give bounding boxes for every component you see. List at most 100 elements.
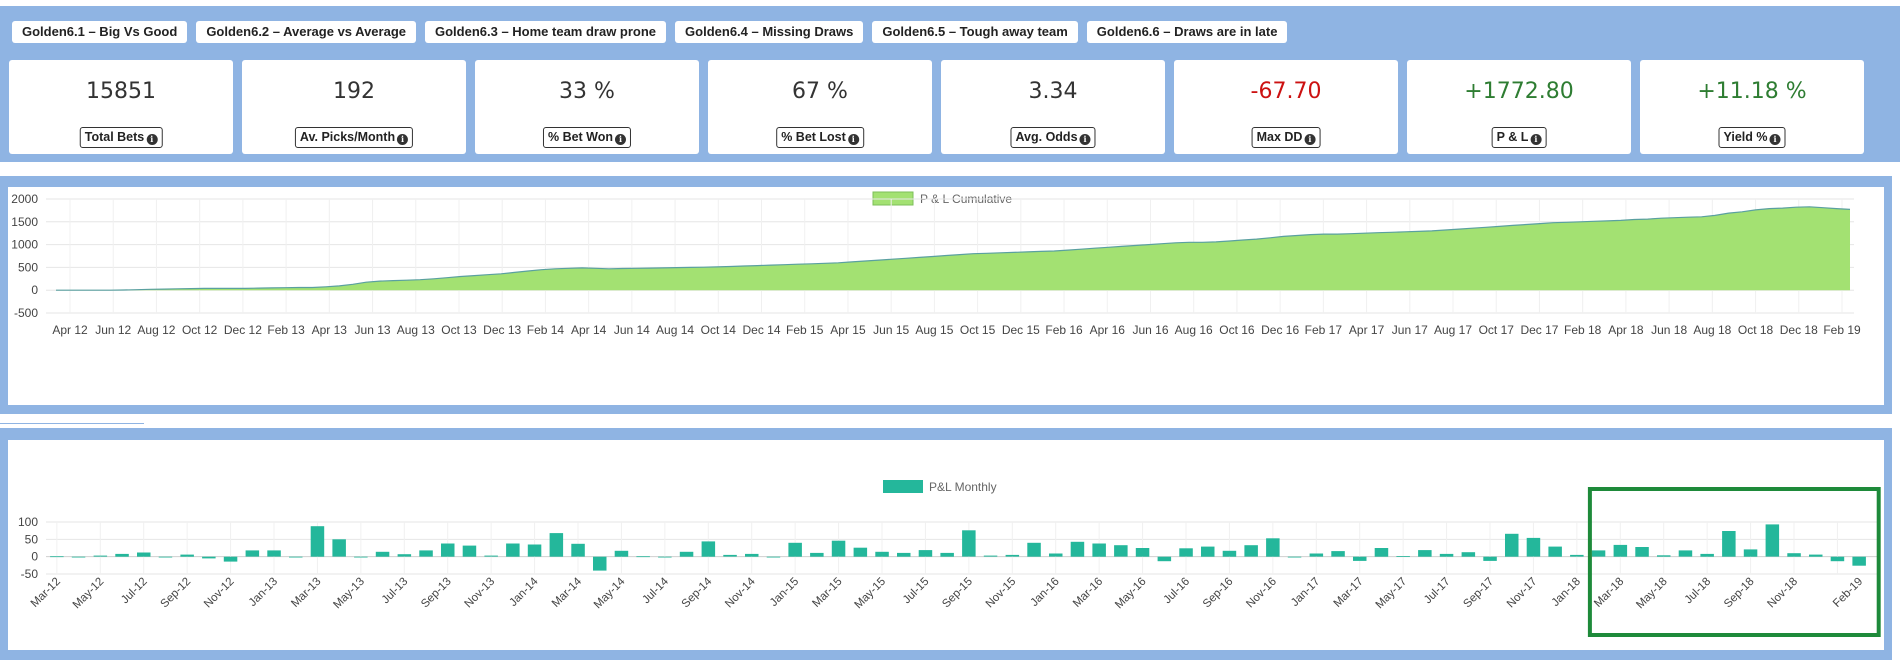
bar: [419, 550, 433, 557]
cumulative-area: [56, 206, 1850, 291]
bar: [1765, 524, 1780, 557]
stat-value: +11.18 %: [1697, 79, 1807, 104]
x-tick-label: May-16: [1113, 576, 1149, 612]
info-icon[interactable]: i: [1304, 134, 1316, 145]
info-icon[interactable]: i: [397, 134, 409, 145]
stat-card-avg-odds: 3.34 Avg. Odds i: [941, 60, 1165, 154]
x-tick-label: Jun 16: [1132, 323, 1168, 337]
x-tick-label: Feb 13: [267, 323, 305, 337]
bar: [310, 526, 325, 557]
info-icon[interactable]: i: [615, 134, 627, 145]
x-tick-label: Apr 17: [1349, 323, 1385, 337]
info-icon[interactable]: i: [146, 134, 158, 145]
tab-golden-6-1[interactable]: Golden6.1 – Big Vs Good: [12, 21, 188, 43]
cumulative-pl-chart[interactable]: P & L Cumulative2000150010005000-500Apr …: [8, 187, 1884, 405]
x-tick-label: Feb 14: [527, 323, 565, 337]
bar: [1439, 553, 1454, 557]
bar: [1700, 553, 1714, 557]
stat-label-button[interactable]: Yield % i: [1718, 127, 1786, 148]
stat-label-button[interactable]: Max DD i: [1251, 127, 1321, 148]
stat-label-button[interactable]: Total Bets i: [79, 127, 163, 148]
bar: [1830, 556, 1845, 562]
x-tick-label: Sep-12: [159, 576, 194, 611]
bar: [1222, 550, 1237, 557]
info-icon[interactable]: i: [1530, 134, 1542, 145]
x-tick-label: Jun 17: [1392, 323, 1428, 337]
bar: [71, 556, 86, 558]
bar: [1743, 549, 1758, 557]
x-tick-label: Apr 18: [1608, 323, 1644, 337]
x-tick-label: Aug 13: [397, 323, 435, 337]
stat-label-button[interactable]: Avg. Odds i: [1010, 127, 1096, 148]
x-tick-label: Oct 12: [182, 323, 218, 337]
bar: [441, 543, 455, 557]
x-tick-label: Aug 12: [137, 323, 175, 337]
bar: [1005, 554, 1020, 557]
stat-value: -67.70: [1250, 79, 1322, 104]
x-tick-label: May-18: [1634, 576, 1670, 612]
bar: [549, 533, 564, 557]
bar: [137, 552, 151, 557]
x-tick-label: Aug 18: [1693, 323, 1731, 337]
x-tick-label: Jun 18: [1651, 323, 1687, 337]
summary-panel: Golden6.1 – Big Vs Good Golden6.2 – Aver…: [0, 6, 1900, 162]
bar: [289, 556, 303, 558]
bar: [1548, 546, 1562, 557]
x-tick-label: Feb 17: [1305, 323, 1343, 337]
x-tick-label: Nov-18: [1765, 576, 1800, 611]
y-tick-label: 2000: [11, 192, 38, 206]
x-tick-label: Nov-16: [1244, 576, 1279, 611]
info-icon[interactable]: i: [847, 134, 859, 145]
stat-label: % Bet Lost: [781, 130, 846, 144]
stat-label-button[interactable]: Av. Picks/Month i: [294, 127, 414, 148]
x-tick-label: Aug 17: [1434, 323, 1472, 337]
cumulative-chart-box: P & L Cumulative 2000 1500 1000 500 0 -500 Apr …: [8, 187, 1884, 405]
stat-value: 15851: [86, 79, 156, 104]
x-tick-label: Jan-14: [507, 575, 541, 609]
stat-label-button[interactable]: % Bet Won i: [542, 127, 632, 148]
y-tick-label: -50: [21, 567, 39, 581]
x-tick-label: Jul-17: [1422, 576, 1453, 607]
x-tick-label: May-15: [853, 576, 889, 612]
tab-golden-6-5[interactable]: Golden6.5 – Tough away team: [872, 21, 1078, 43]
bar: [1722, 531, 1736, 557]
info-icon[interactable]: i: [1769, 134, 1781, 145]
x-tick-label: Sep-13: [419, 576, 454, 611]
x-tick-label: Sep-16: [1201, 576, 1236, 611]
bar: [1591, 550, 1606, 557]
bar: [1418, 550, 1432, 557]
tab-golden-6-6[interactable]: Golden6.6 – Draws are in late: [1086, 21, 1288, 43]
bar: [50, 556, 64, 558]
x-tick-label: Dec 17: [1520, 323, 1558, 337]
x-tick-label: Feb 15: [786, 323, 824, 337]
bar: [788, 542, 802, 557]
y-tick-label: 1000: [11, 238, 38, 252]
bar: [593, 556, 607, 571]
bar: [1353, 556, 1367, 561]
bar: [484, 555, 498, 557]
bar: [1287, 556, 1302, 558]
stat-label-button[interactable]: % Bet Lost i: [776, 127, 864, 148]
x-tick-label: Feb 16: [1045, 323, 1083, 337]
tab-golden-6-3[interactable]: Golden6.3 – Home team draw prone: [424, 21, 667, 43]
highlight-box: [1587, 487, 1881, 637]
info-icon[interactable]: i: [1079, 134, 1091, 145]
stat-label: Yield %: [1723, 130, 1768, 144]
bar: [810, 552, 824, 557]
bar: [1135, 548, 1150, 557]
stat-card-bet-lost: 67 % % Bet Lost i: [708, 60, 932, 154]
x-tick-label: Jul-12: [119, 576, 150, 607]
bar: [506, 543, 520, 557]
x-tick-label: Feb-19: [1831, 576, 1865, 610]
bar: [223, 556, 238, 562]
tab-golden-6-2[interactable]: Golden6.2 – Average vs Average: [196, 21, 416, 43]
x-tick-label: Dec 18: [1780, 323, 1818, 337]
bar: [766, 556, 781, 558]
tab-golden-6-4[interactable]: Golden6.4 – Missing Draws: [675, 21, 864, 43]
x-tick-label: Jul-16: [1161, 576, 1192, 607]
bar: [1396, 556, 1410, 557]
x-tick-label: Jul-18: [1683, 576, 1714, 607]
x-tick-label: Feb 18: [1564, 323, 1602, 337]
